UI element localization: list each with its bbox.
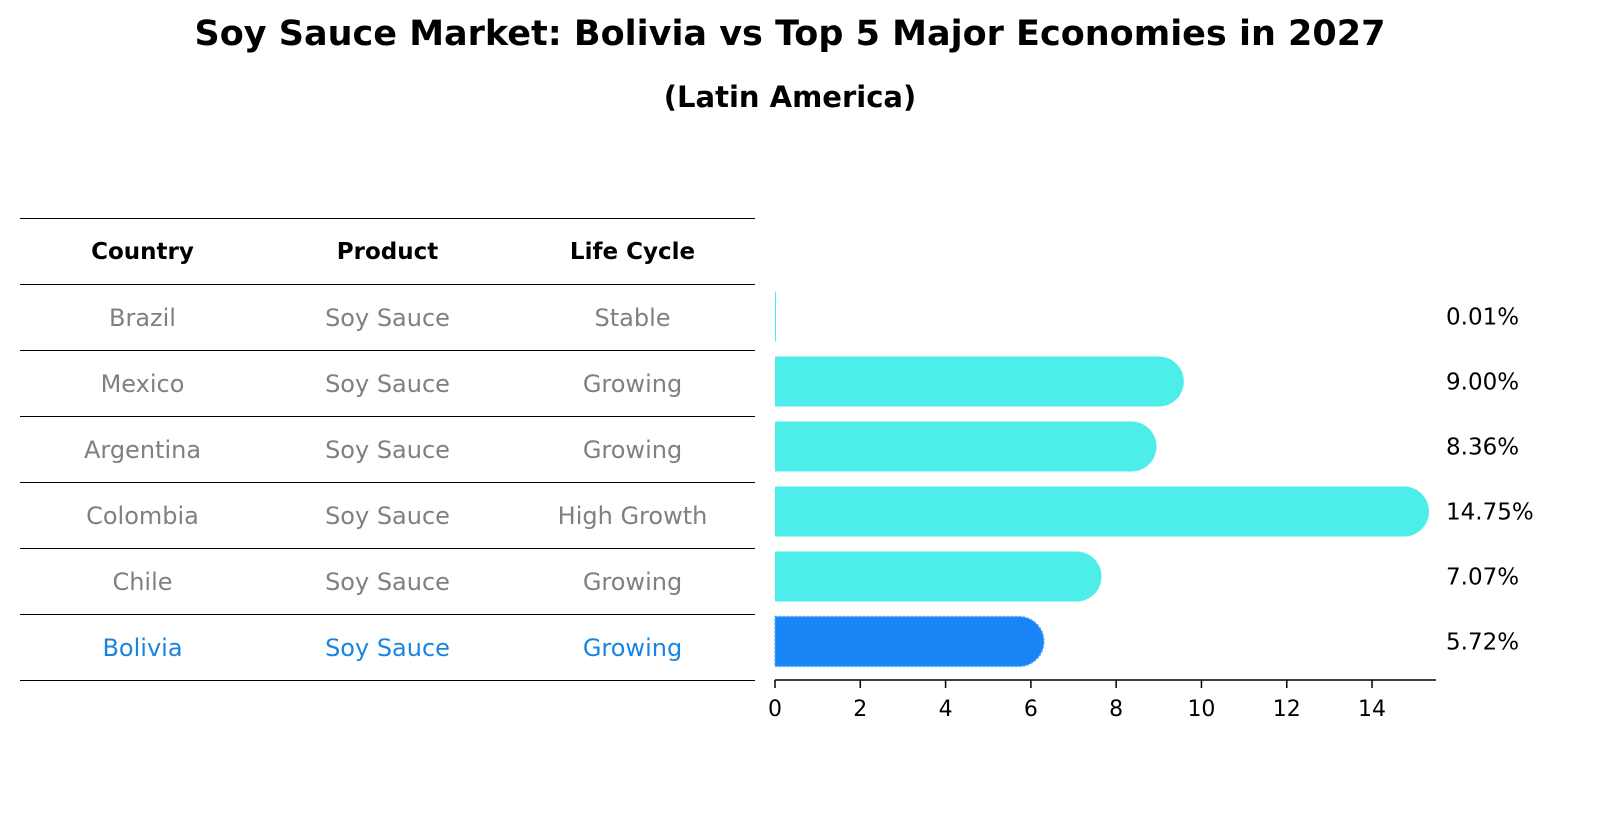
- cell-product: Soy Sauce: [265, 482, 510, 549]
- value-label: 5.72%: [1446, 630, 1519, 656]
- table-header-row: Country Product Life Cycle: [20, 218, 755, 285]
- value-label: 0.01%: [1446, 305, 1519, 331]
- value-label: 9.00%: [1446, 370, 1519, 396]
- table-row: Colombia Soy Sauce High Growth: [20, 482, 755, 549]
- cell-product: Soy Sauce: [265, 350, 510, 417]
- cell-life-cycle: Growing: [510, 416, 755, 483]
- header-country: Country: [20, 218, 265, 285]
- bar-mexico: [775, 356, 1184, 407]
- cell-life-cycle: Stable: [510, 284, 755, 351]
- bar-chile: [775, 551, 1102, 602]
- table-row: Chile Soy Sauce Growing: [20, 548, 755, 615]
- x-tick-label: 8: [1109, 697, 1123, 722]
- x-tick-label: 2: [853, 697, 867, 722]
- chart-title: Soy Sauce Market: Bolivia vs Top 5 Major…: [194, 14, 1386, 54]
- x-tick-label: 6: [1024, 697, 1038, 722]
- table-row: Brazil Soy Sauce Stable: [20, 284, 755, 351]
- value-label: 8.36%: [1446, 435, 1519, 461]
- chart-subtitle: (Latin America): [663, 80, 917, 114]
- cell-life-cycle: Growing: [510, 614, 755, 681]
- x-tick-label: 4: [939, 697, 953, 722]
- cell-country: Argentina: [20, 416, 265, 483]
- table-row: Mexico Soy Sauce Growing: [20, 350, 755, 417]
- table-row: Argentina Soy Sauce Growing: [20, 416, 755, 483]
- cell-product: Soy Sauce: [265, 416, 510, 483]
- x-tick-label: 0: [768, 697, 782, 722]
- x-tick-label: 10: [1187, 697, 1215, 722]
- cell-country: Colombia: [20, 482, 265, 549]
- table-row-highlighted: Bolivia Soy Sauce Growing: [20, 614, 755, 681]
- cell-country: Chile: [20, 548, 265, 615]
- bar-bolivia: [774, 615, 1045, 668]
- value-label: 7.07%: [1446, 565, 1519, 591]
- bar-argentina: [775, 421, 1157, 472]
- market-table: Country Product Life Cycle Brazil Soy Sa…: [20, 218, 755, 681]
- bar-colombia: [775, 486, 1430, 537]
- cell-product: Soy Sauce: [265, 614, 510, 681]
- header-life-cycle: Life Cycle: [510, 218, 755, 285]
- cell-country: Brazil: [20, 284, 265, 351]
- cell-country: Bolivia: [20, 614, 265, 681]
- x-tick-label: 12: [1273, 697, 1301, 722]
- cell-country: Mexico: [20, 350, 265, 417]
- cell-life-cycle: Growing: [510, 548, 755, 615]
- value-label: 14.75%: [1446, 500, 1534, 526]
- cell-product: Soy Sauce: [265, 284, 510, 351]
- x-tick-label: 14: [1358, 697, 1386, 722]
- header-product: Product: [265, 218, 510, 285]
- cell-product: Soy Sauce: [265, 548, 510, 615]
- bar-brazil: [775, 291, 776, 342]
- cell-life-cycle: High Growth: [510, 482, 755, 549]
